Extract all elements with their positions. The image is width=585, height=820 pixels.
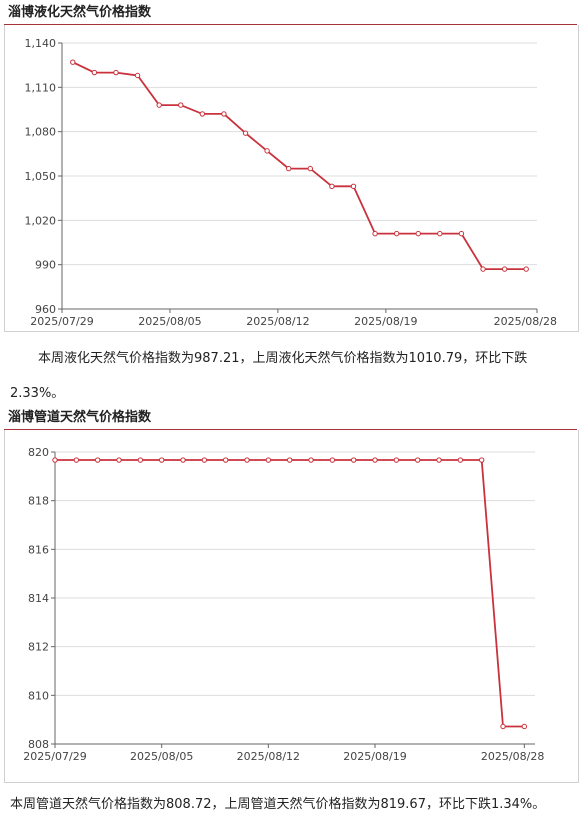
lng-data-point (393, 230, 400, 237)
lng-y-tick-label: 1,020 (25, 214, 57, 227)
lng-data-point (91, 69, 98, 76)
pipeline-y-tick-label: 820 (28, 446, 49, 459)
pipeline-x-tick-label: 2025/08/12 (237, 750, 300, 763)
lng-x-tick-label: 2025/07/29 (30, 315, 93, 328)
lng-y-tick-label: 960 (35, 303, 56, 316)
pipeline-data-point (478, 457, 485, 463)
lng-data-point (350, 183, 357, 190)
lng-data-point (523, 266, 529, 272)
lng-data-point (415, 230, 421, 237)
pipeline-data-point (180, 457, 186, 463)
pipeline-chart-title: 淄博管道天然气价格指数 (8, 410, 152, 425)
lng-x-tick-label: 2025/08/28 (494, 315, 557, 328)
pipeline-y-tick-label: 810 (28, 689, 49, 702)
pipeline-y-tick-label: 814 (28, 592, 49, 605)
pipeline-data-point (94, 457, 101, 463)
lng-chart-title: 淄博液化天然气价格指数 (8, 5, 152, 20)
lng-data-point (156, 102, 162, 108)
pipeline-data-point (414, 457, 421, 463)
lng-data-point (458, 230, 465, 237)
lng-series-line (72, 61, 527, 271)
pipeline-data-point (265, 457, 272, 463)
pipeline-data-point (137, 457, 144, 463)
pipeline-title-rule (4, 429, 577, 430)
lng-data-point (501, 266, 508, 272)
lng-data-point (264, 148, 270, 154)
lng-data-point (134, 72, 141, 79)
lng-x-tick-label: 2025/08/19 (354, 315, 417, 328)
lng-y-tick-label: 1,110 (25, 81, 57, 94)
pipeline-data-point (244, 457, 250, 463)
lng-chart-panel: 960 990 1,020 1,050 1,080 1,110 1,140 2025/07/2… (4, 25, 579, 332)
lng-y-tick-label: 1,080 (25, 126, 57, 139)
pipeline-summary: 本周管道天然气价格指数为808.72，上周管道天然气价格指数为819.67，环比… (10, 797, 546, 812)
pipeline-series-line (55, 459, 525, 728)
pipeline-data-point (329, 457, 336, 463)
lng-x-tick-label: 2025/08/05 (138, 315, 201, 328)
pipeline-line-chart: 808 810 812 814 816 818 820 2025/07/29 2025/08/0… (23, 446, 544, 763)
pipeline-y-tick-label: 816 (28, 543, 49, 556)
pipeline-data-point (350, 457, 357, 463)
pipeline-x-tick-label: 2025/07/29 (23, 750, 86, 763)
pipeline-data-point (52, 457, 58, 463)
lng-data-point (221, 111, 227, 117)
pipeline-data-point (116, 457, 122, 463)
pipeline-data-point (73, 457, 80, 463)
pipeline-data-point (500, 723, 506, 730)
lng-data-point (199, 111, 206, 117)
pipeline-x-tick-label: 2025/08/19 (343, 750, 406, 763)
pipeline-y-tick-label: 808 (28, 738, 49, 751)
lng-line-chart: 960 990 1,020 1,050 1,080 1,110 1,140 2025/07/2… (25, 37, 558, 328)
lng-data-point (437, 230, 443, 237)
lng-title-rule (4, 24, 577, 25)
pipeline-data-point (521, 723, 528, 730)
lng-y-tick-label: 990 (35, 259, 56, 272)
pipeline-data-point (286, 457, 293, 463)
lng-data-point (113, 69, 119, 76)
lng-data-point (480, 266, 486, 272)
pipeline-data-point (201, 457, 208, 463)
pipeline-x-tick-label: 2025/08/05 (130, 750, 193, 763)
pipeline-data-point (158, 457, 165, 463)
pipeline-data-point (308, 457, 314, 463)
lng-data-point (178, 102, 184, 108)
lng-summary-line1: 本周液化天然气价格指数为987.21，上周液化天然气价格指数为1010.79，环… (38, 351, 528, 366)
pipeline-data-point (393, 457, 400, 463)
lng-data-point (329, 183, 335, 190)
pipeline-y-tick-label: 812 (28, 641, 49, 654)
lng-data-point (307, 165, 313, 172)
pipeline-y-tick-label: 818 (28, 495, 49, 508)
lng-x-tick-label: 2025/08/12 (246, 315, 309, 328)
lng-data-point (286, 165, 292, 172)
pipeline-data-point (457, 457, 464, 463)
pipeline-data-point (436, 457, 442, 463)
lng-data-point (372, 230, 378, 237)
lng-y-tick-label: 1,050 (25, 170, 57, 183)
pipeline-chart-panel: 808 810 812 814 816 818 820 2025/07/29 2025/08/0… (4, 430, 579, 783)
pipeline-x-tick-label: 2025/08/28 (481, 750, 544, 763)
lng-y-tick-label: 1,140 (25, 37, 57, 50)
pipeline-data-point (222, 457, 229, 463)
lng-summary-line2: 2.33%。 (10, 386, 65, 401)
lng-data-point (70, 59, 76, 65)
lng-data-point (242, 130, 249, 136)
pipeline-data-point (372, 457, 378, 463)
